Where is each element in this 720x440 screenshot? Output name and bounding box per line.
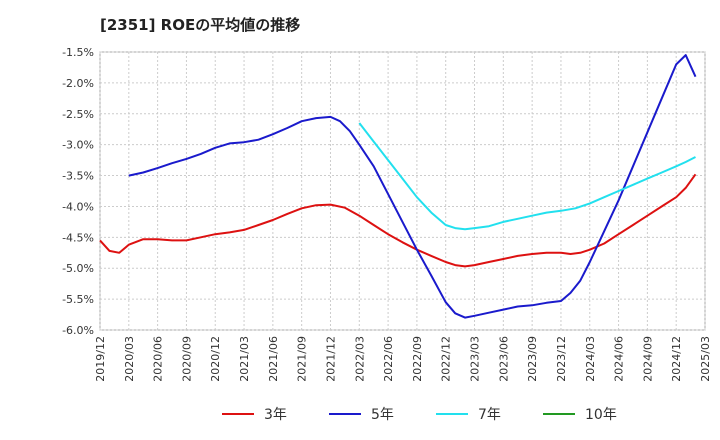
x-tick-label: 2020/06 — [152, 336, 165, 382]
x-tick-label: 2021/06 — [267, 336, 280, 382]
legend-label-5年: 5年 — [371, 407, 394, 423]
x-tick-label: 2023/06 — [497, 336, 510, 382]
x-axis-ticks: 2019/12 2020/03 2020/06 2020/09 2020/12 2021/… — [94, 336, 712, 382]
x-tick-label: 2022/06 — [382, 336, 395, 382]
x-tick-label: 2022/03 — [353, 336, 366, 382]
y-tick-label: -5.0% — [62, 262, 94, 275]
x-tick-label: 2021/09 — [296, 336, 309, 382]
y-axis-ticks: -1.5% -2.0% -2.5% -3.0% -3.5% -4.0% -4.5% -5.0%… — [62, 46, 94, 337]
x-tick-label: 2023/12 — [555, 336, 568, 382]
x-tick-label: 2024/12 — [670, 336, 683, 382]
grid-lines — [99, 51, 706, 331]
x-tick-label: 2020/09 — [180, 336, 193, 382]
x-tick-label: 2024/06 — [613, 336, 626, 382]
x-tick-label: 2022/12 — [440, 336, 453, 382]
x-tick-label: 2023/09 — [526, 336, 539, 382]
legend: 3年 5年 7年 10年 — [222, 407, 617, 423]
y-tick-label: -5.5% — [62, 293, 94, 306]
legend-label-10年: 10年 — [585, 407, 617, 423]
y-tick-label: -4.5% — [62, 231, 94, 244]
x-tick-label: 2019/12 — [94, 336, 107, 382]
y-tick-label: -1.5% — [62, 46, 94, 59]
legend-label-7年: 7年 — [478, 407, 501, 423]
x-tick-label: 2023/03 — [469, 336, 482, 382]
x-tick-label: 2021/12 — [324, 336, 337, 382]
x-tick-label: 2022/09 — [411, 336, 424, 382]
x-tick-label: 2025/03 — [699, 336, 712, 382]
y-tick-label: -3.5% — [62, 170, 94, 183]
series-lines — [99, 54, 697, 319]
y-tick-label: -3.0% — [62, 139, 94, 152]
series-line-7年 — [358, 122, 696, 231]
x-tick-label: 2020/12 — [209, 336, 222, 382]
y-tick-label: -4.0% — [62, 200, 94, 213]
y-tick-label: -2.0% — [62, 77, 94, 90]
x-tick-label: 2024/09 — [641, 336, 654, 382]
legend-label-3年: 3年 — [264, 407, 287, 423]
x-tick-label: 2020/03 — [123, 336, 136, 382]
x-tick-label: 2021/03 — [238, 336, 251, 382]
y-tick-label: -2.5% — [62, 108, 94, 121]
plot-area — [99, 51, 706, 331]
series-line-5年 — [128, 54, 697, 319]
x-tick-label: 2024/03 — [584, 336, 597, 382]
y-tick-label: -6.0% — [62, 324, 94, 337]
chart-title: [2351] ROEの平均値の推移 — [100, 16, 301, 34]
